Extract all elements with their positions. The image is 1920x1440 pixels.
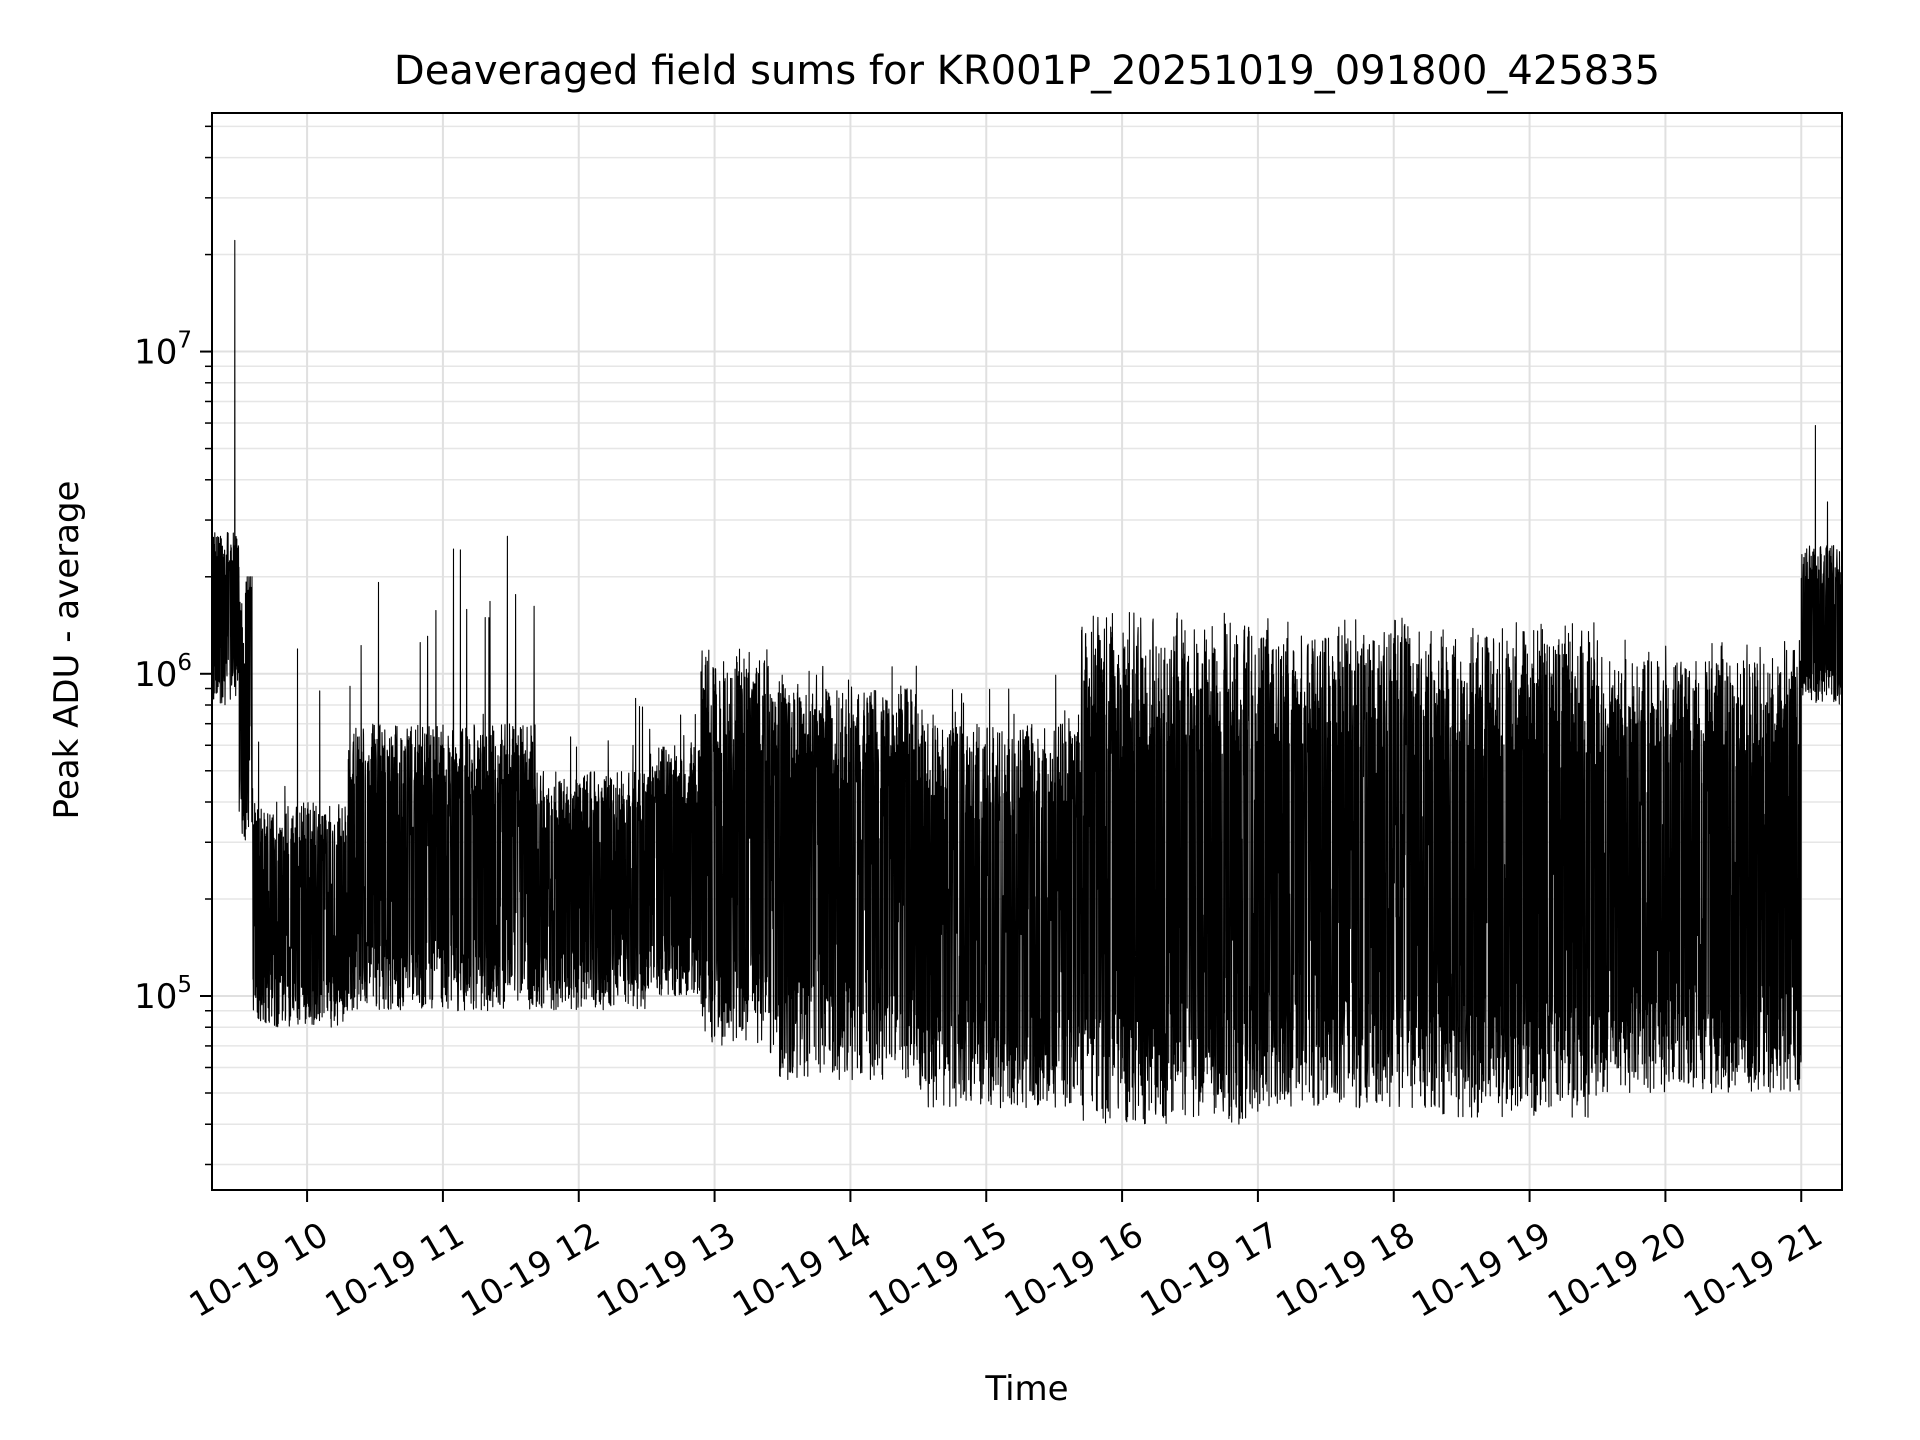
y-tick-label-base: 10 [134,655,177,695]
y-tick-label: 107 [134,328,192,373]
y-tick-label-base: 10 [134,977,177,1017]
y-tick-label-exponent: 5 [177,972,192,998]
x-axis-label: Time [984,1369,1068,1409]
y-tick-label-exponent: 7 [177,328,192,354]
y-tick-label-base: 10 [134,333,177,373]
plot-frame [211,112,1843,1191]
chart-title: Deaveraged field sums for KR001P_2025101… [394,48,1660,94]
y-tick-label: 105 [134,972,192,1017]
series-line [211,239,1843,1125]
y-tick-label-exponent: 6 [177,650,192,676]
y-axis-label: Peak ADU - average [47,481,87,820]
y-tick-label: 106 [134,650,192,695]
series-layer [211,239,1843,1125]
